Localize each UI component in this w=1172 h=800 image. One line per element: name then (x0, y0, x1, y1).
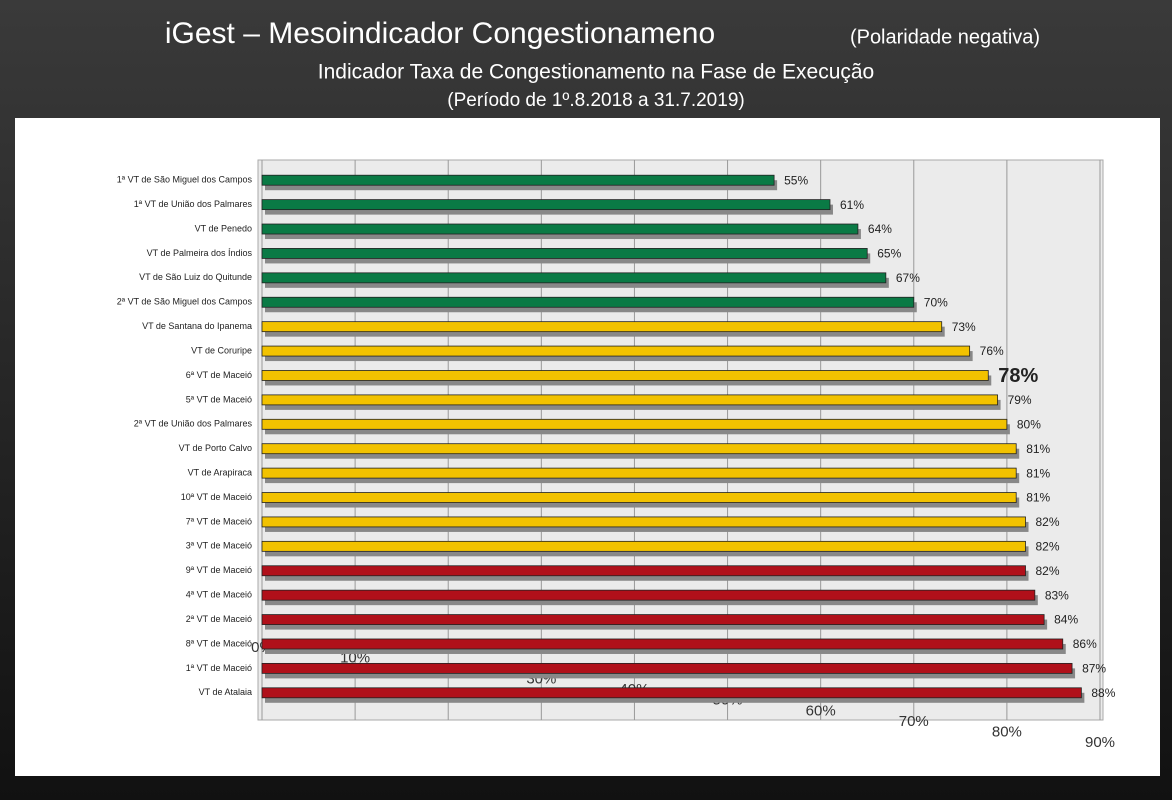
bar (261, 370, 989, 381)
bar (261, 443, 1017, 455)
bar (261, 467, 1017, 479)
value-label: 70% (924, 295, 948, 309)
bar (261, 174, 775, 186)
value-label: 83% (1045, 588, 1069, 602)
y-tick-label: 1ª VT de São Miguel dos Campos (117, 175, 253, 185)
value-label: 82% (1036, 515, 1060, 529)
value-label: 81% (1026, 442, 1050, 456)
value-label: 65% (877, 247, 901, 261)
bar (261, 199, 831, 211)
x-tick-label: 90% (1085, 734, 1115, 751)
y-tick-label: 1ª VT de União dos Palmares (134, 199, 253, 209)
bar (261, 589, 1036, 601)
bar (261, 614, 1045, 625)
bar (261, 516, 1026, 528)
y-tick-label: 2ª VT de São Miguel dos Campos (117, 297, 253, 307)
bar (261, 248, 868, 259)
y-tick-label: 6ª VT de Maceió (186, 370, 252, 380)
bar (261, 638, 1064, 650)
y-tick-label: 2ª VT de Maceió (186, 614, 252, 624)
value-label: 84% (1054, 613, 1078, 627)
bar (261, 345, 971, 357)
y-tick-label: 9ª VT de Maceió (186, 565, 252, 575)
chart-subtitle: Indicador Taxa de Congestionamento na Fa… (318, 61, 874, 84)
bar (261, 296, 915, 308)
value-label: 78% (998, 365, 1038, 387)
value-label: 61% (840, 198, 864, 212)
y-tick-label: 3ª VT de Maceió (186, 541, 252, 551)
y-tick-label: VT de Santana do Ipanema (142, 321, 252, 331)
value-label: 82% (1036, 564, 1060, 578)
y-tick-label: 7ª VT de Maceió (186, 516, 252, 526)
y-tick-label: 4ª VT de Maceió (186, 590, 252, 600)
value-label: 82% (1036, 540, 1060, 554)
x-tick-label: 80% (992, 723, 1022, 740)
x-tick-label: 60% (806, 702, 836, 719)
bar (261, 418, 1008, 430)
value-label: 79% (1008, 393, 1032, 407)
bar (261, 223, 859, 235)
value-label: 67% (896, 271, 920, 285)
value-label: 81% (1026, 466, 1050, 480)
y-tick-label: VT de Atalaia (199, 687, 252, 697)
y-tick-label: VT de Penedo (195, 223, 252, 233)
y-tick-label: 5ª VT de Maceió (186, 394, 252, 404)
period: (Período de 1º.8.2018 a 31.7.2019) (447, 90, 744, 111)
bar (261, 540, 1026, 552)
bar (261, 662, 1073, 674)
y-tick-label: VT de São Luiz do Quitunde (139, 272, 252, 282)
y-tick-label: 1ª VT de Maceió (186, 663, 252, 673)
y-tick-label: VT de Coruripe (191, 345, 252, 355)
y-tick-label: 2ª VT de União dos Palmares (134, 419, 253, 429)
bar (261, 492, 1017, 503)
bar (261, 272, 887, 284)
value-label: 55% (784, 173, 808, 187)
title-note: (Polaridade negativa) (850, 26, 1040, 48)
y-tick-label: VT de Porto Calvo (179, 443, 252, 453)
value-label: 64% (868, 222, 892, 236)
y-tick-label: VT de Arapiraca (188, 467, 252, 477)
bar (261, 394, 998, 406)
value-label: 86% (1073, 637, 1097, 651)
bar (261, 321, 943, 333)
value-label: 80% (1017, 417, 1041, 431)
plot-area (257, 159, 1104, 721)
y-tick-label: 8ª VT de Maceió (186, 638, 252, 648)
y-tick-label: VT de Palmeira dos Índios (147, 248, 253, 258)
bar (261, 565, 1026, 577)
x-tick-label: 70% (899, 713, 929, 730)
value-label: 88% (1091, 686, 1115, 700)
value-label: 87% (1082, 662, 1106, 676)
bar (261, 687, 1082, 699)
value-label: 76% (980, 344, 1004, 358)
y-tick-label: 10ª VT de Maceió (181, 492, 252, 502)
chart-title: iGest – Mesoindicador Congestionameno (165, 17, 715, 50)
value-label: 81% (1026, 491, 1050, 505)
value-label: 73% (952, 320, 976, 334)
